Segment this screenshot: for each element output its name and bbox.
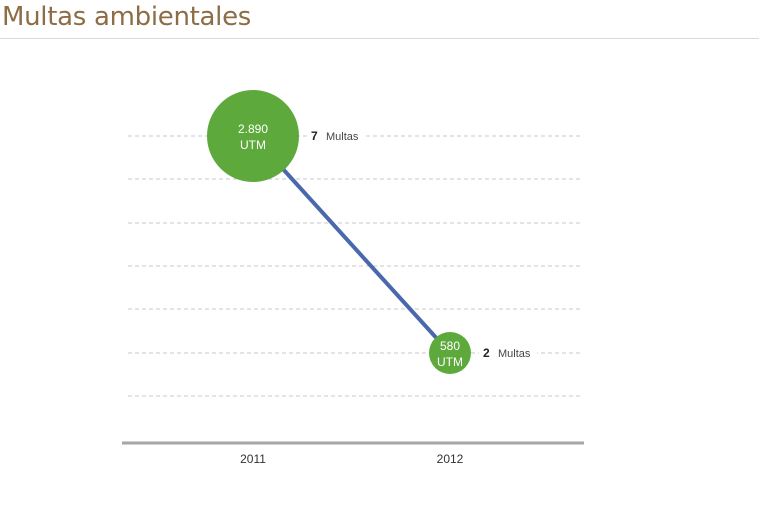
x-tick-label: 2011	[240, 452, 266, 466]
bubble-value-label: 580	[440, 339, 460, 353]
count-label-background	[307, 127, 365, 145]
x-tick-labels: 2011 2012	[240, 452, 464, 466]
x-tick-label: 2012	[437, 452, 464, 466]
bubble-unit-label: UTM	[240, 138, 266, 152]
bubble-unit-label: UTM	[437, 355, 463, 369]
gridlines	[128, 135, 582, 397]
count-unit-label: Multas	[326, 131, 359, 143]
count-value-label: 2	[483, 346, 490, 360]
title-divider	[0, 38, 759, 39]
count-value-label: 7	[311, 129, 318, 143]
data-point: 2.890 UTM 7 Multas	[207, 90, 365, 182]
bubble	[207, 90, 299, 182]
bubble-value-label: 2.890	[238, 122, 268, 136]
count-unit-label: Multas	[498, 348, 531, 360]
data-point: 580 UTM 2 Multas	[429, 332, 537, 374]
count-label-background	[479, 344, 537, 362]
bubble	[429, 332, 471, 374]
series-line	[251, 134, 452, 355]
series-layer: 2.890 UTM 7 Multas 580 UTM 2 Multas	[207, 90, 537, 374]
page-title: Multas ambientales	[2, 2, 252, 32]
